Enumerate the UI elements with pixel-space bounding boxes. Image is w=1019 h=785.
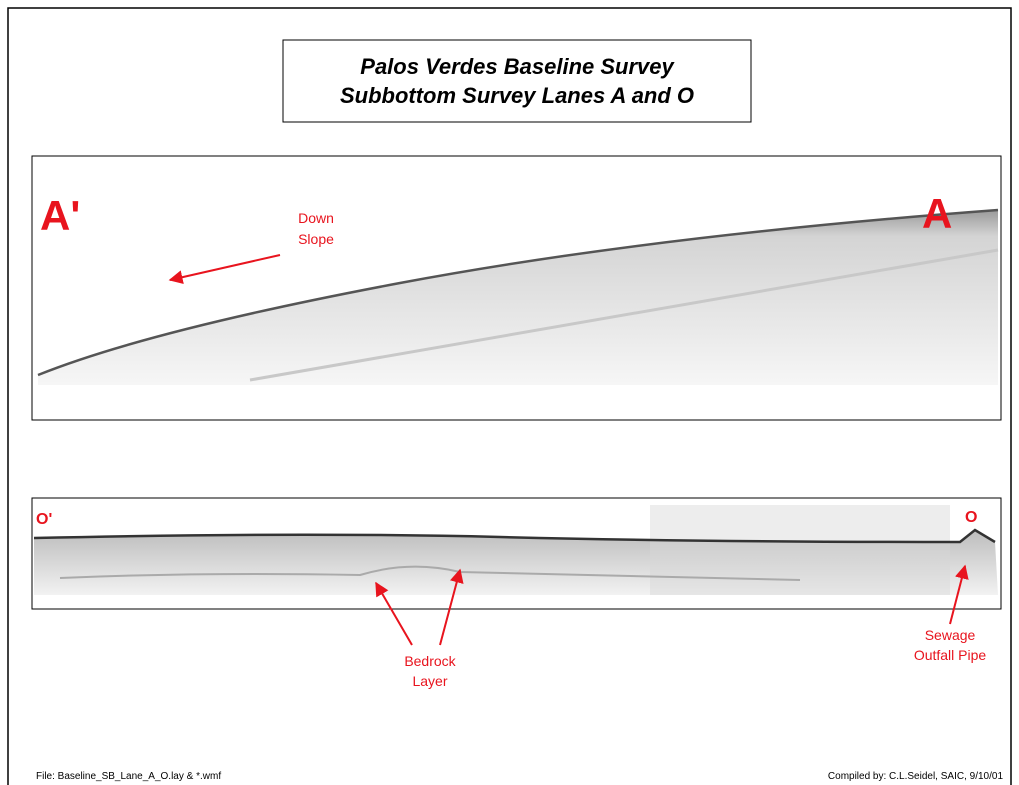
profile-a xyxy=(38,210,998,385)
title-line: Palos Verdes Baseline Survey xyxy=(360,54,675,79)
seabed-a xyxy=(37,208,999,377)
label-a: A xyxy=(922,190,952,237)
arrow xyxy=(168,254,281,285)
bedrock-o xyxy=(59,565,801,581)
annotation: Bedrock xyxy=(404,653,456,669)
seabed-o xyxy=(33,528,996,544)
label-a-prime: A' xyxy=(40,192,80,239)
title-box xyxy=(282,39,752,123)
noise-o xyxy=(650,505,950,595)
annotation: Sewage xyxy=(925,627,976,643)
page-frame xyxy=(7,7,1012,785)
label-o-prime: O' xyxy=(36,511,52,528)
title-line: Subbottom Survey Lanes A and O xyxy=(340,83,694,108)
annotation: Layer xyxy=(412,673,447,689)
footer-file: File: Baseline_SB_Lane_A_O.lay & *.wmf xyxy=(36,771,221,782)
annotation: Outfall Pipe xyxy=(914,647,987,663)
annotation: Down xyxy=(298,210,334,226)
arrow xyxy=(949,564,969,625)
footer-credit: Compiled by: C.L.Seidel, SAIC, 9/10/01 xyxy=(828,771,1004,782)
subbottom-a xyxy=(249,248,999,382)
label-o: O xyxy=(965,509,977,526)
arrow xyxy=(375,581,413,646)
annotation: Slope xyxy=(298,231,334,247)
arrow xyxy=(439,568,464,646)
